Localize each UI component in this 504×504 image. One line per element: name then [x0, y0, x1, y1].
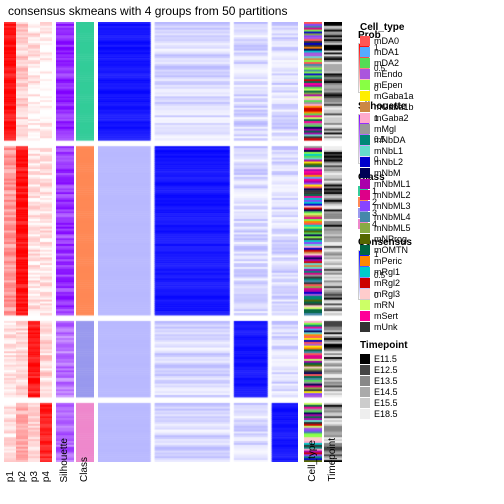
- legend-item: mGaba2: [360, 112, 500, 123]
- legend-item: mDA0: [360, 35, 500, 46]
- legend-item: mEpen: [360, 79, 500, 90]
- axis-label: p3: [29, 471, 40, 482]
- legend-item: mGaba1b: [360, 101, 500, 112]
- legend-item: mNbML1: [360, 178, 500, 189]
- legend-item: mNbL1: [360, 145, 500, 156]
- legend-title: Timepoint: [360, 340, 500, 351]
- main-legends: Cell_typemDA0mDA1mDA2mEndomEpenmGaba1amG…: [360, 22, 500, 427]
- legend-item: E14.5: [360, 386, 500, 397]
- legend-item: mRgl3: [360, 288, 500, 299]
- axis-label: p4: [41, 471, 52, 482]
- legend-Timepoint: Timepoint E11.5E12.5E13.5E14.5E15.5E18.5: [360, 340, 500, 419]
- axis-label: Cell_type: [307, 440, 318, 482]
- legend-item: E11.5: [360, 353, 500, 364]
- legend-item: mRgl2: [360, 277, 500, 288]
- legend-item: E12.5: [360, 364, 500, 375]
- axis-label: Class: [79, 457, 90, 482]
- legend-item: mMgl: [360, 123, 500, 134]
- heatmap-area: p1p2p3p4SilhouetteClassCell_typeTimepoin…: [4, 22, 354, 462]
- column-p1: [4, 22, 16, 462]
- column-consensus: [98, 22, 298, 462]
- legend-item: E18.5: [360, 408, 500, 419]
- legend-item: mNProg: [360, 233, 500, 244]
- legend-item: mEndo: [360, 68, 500, 79]
- legend-item: mSert: [360, 310, 500, 321]
- column-p2: [16, 22, 28, 462]
- legend-item: mDA1: [360, 46, 500, 57]
- legend-item: mRN: [360, 299, 500, 310]
- column-Timepoint: [324, 22, 342, 462]
- legend-item: mNbML4: [360, 211, 500, 222]
- legend-item: mOMTN: [360, 244, 500, 255]
- legend-item: mNbML2: [360, 189, 500, 200]
- legend-item: mPeric: [360, 255, 500, 266]
- legend-item: mUnk: [360, 321, 500, 332]
- legend-item: mRgl1: [360, 266, 500, 277]
- column-p4: [40, 22, 52, 462]
- legend-item: mNbML3: [360, 200, 500, 211]
- legend-item: mNbDA: [360, 134, 500, 145]
- column-Silhouette: [56, 22, 74, 462]
- axis-label: Silhouette: [59, 438, 70, 482]
- column-Class: [76, 22, 94, 462]
- plot-title: consensus skmeans with 4 groups from 50 …: [8, 4, 287, 18]
- column-Cell_type: [304, 22, 322, 462]
- axis-label: p1: [5, 471, 16, 482]
- axis-label: p2: [17, 471, 28, 482]
- legend-item: E15.5: [360, 397, 500, 408]
- legend-item: mNbML5: [360, 222, 500, 233]
- column-p3: [28, 22, 40, 462]
- legend-item: mDA2: [360, 57, 500, 68]
- legend-title: Cell_type: [360, 22, 500, 33]
- legend-item: mGaba1a: [360, 90, 500, 101]
- axis-label: Timepoint: [327, 438, 338, 482]
- legend-Cell_type: Cell_typemDA0mDA1mDA2mEndomEpenmGaba1amG…: [360, 22, 500, 332]
- legend-item: E13.5: [360, 375, 500, 386]
- legend-item: mNbL2: [360, 156, 500, 167]
- legend-item: mNbM: [360, 167, 500, 178]
